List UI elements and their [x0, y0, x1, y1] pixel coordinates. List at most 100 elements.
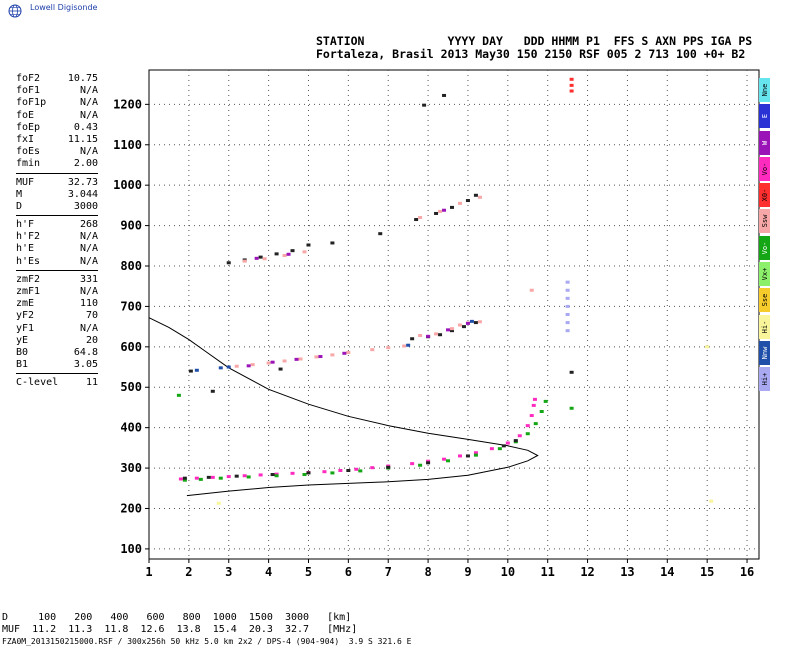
param-value: 20: [85, 334, 98, 346]
param-value: 70: [85, 310, 98, 322]
echo-point: [322, 470, 327, 474]
echo-point: [422, 103, 427, 107]
echo-point: [370, 466, 375, 470]
param-value: 3.05: [73, 359, 98, 371]
echo-point: [473, 193, 478, 197]
echo-point: [442, 208, 447, 212]
param-label: zmF1: [16, 286, 41, 297]
echo-point: [342, 351, 347, 355]
echo-point: [258, 255, 263, 259]
param-separator: [16, 373, 98, 375]
echo-point: [525, 432, 530, 436]
param-row: yE 20: [16, 335, 98, 347]
echo-point: [306, 243, 311, 247]
echo-point: [294, 357, 299, 361]
y-tick-label: 700: [120, 299, 142, 313]
param-label: zmE: [16, 298, 35, 310]
legend-item: X0-: [759, 183, 770, 208]
param-value: N/A: [79, 255, 98, 267]
echo-point: [446, 459, 451, 463]
param-value: 268: [79, 219, 98, 231]
x-tick-label: 7: [385, 565, 392, 579]
param-label: foEs: [16, 146, 41, 158]
echo-point: [434, 211, 439, 215]
param-row: yF2 70: [16, 310, 98, 322]
param-row: zmE 110: [16, 298, 98, 310]
param-label: h'E: [16, 243, 35, 255]
echo-point: [198, 477, 203, 481]
param-row: fmin 2.00: [16, 158, 98, 170]
echo-point: [378, 232, 383, 236]
echo-point: [386, 465, 391, 469]
param-label: foEp: [16, 121, 41, 133]
y-tick-label: 400: [120, 421, 142, 435]
echo-point: [242, 474, 247, 478]
param-row: h'E N/A: [16, 243, 98, 255]
echo-point: [194, 476, 199, 480]
y-tick-label: 900: [120, 219, 142, 233]
echo-point: [318, 355, 323, 359]
param-value: 331: [79, 273, 98, 285]
param-label: yE: [16, 334, 29, 346]
echo-point: [302, 250, 307, 254]
echo-point: [426, 334, 431, 338]
echo-point: [182, 476, 187, 480]
echo-point: [250, 363, 255, 367]
echo-point: [274, 474, 279, 478]
param-row: foF1p N/A: [16, 97, 98, 109]
echo-point: [565, 280, 570, 284]
param-label: fmin: [16, 158, 41, 170]
param-value: 64.8: [73, 346, 98, 358]
echo-point: [406, 343, 411, 347]
y-tick-label: 800: [120, 259, 142, 273]
echo-point: [438, 209, 443, 213]
x-tick-label: 10: [501, 565, 515, 579]
echo-point: [226, 475, 231, 479]
param-value: 10.75: [67, 73, 98, 84]
brand-name: Lowell Digisonde: [30, 3, 98, 12]
param-row: zmF2 331: [16, 274, 98, 286]
param-label: h'F2: [16, 231, 41, 243]
echo-point: [569, 370, 574, 374]
param-value: 2.00: [73, 158, 98, 170]
echo-point: [434, 332, 439, 336]
scaled-parameters-panel: foF2 10.75 foF1 N/A foF1p N/A foE N/A foEp 0.43 fx…: [16, 73, 98, 390]
param-label: foF2: [16, 73, 41, 84]
echo-point: [517, 434, 522, 438]
echo-point: [461, 325, 466, 329]
echo-point: [569, 406, 574, 410]
echo-point: [286, 252, 291, 256]
echo-point: [529, 414, 534, 418]
param-row: foE N/A: [16, 110, 98, 122]
echo-point: [438, 333, 443, 337]
echo-point: [218, 476, 223, 480]
echo-point: [246, 475, 251, 479]
echo-point: [302, 473, 307, 477]
param-row: C-level 11: [16, 377, 98, 389]
param-row: B1 3.05: [16, 359, 98, 371]
legend-label: Hi-: [760, 320, 769, 333]
legend-label: Nnw: [760, 346, 769, 360]
param-row: foEp 0.43: [16, 122, 98, 134]
param-value: 11: [85, 377, 98, 389]
echo-point: [539, 409, 544, 413]
echo-point: [565, 321, 570, 325]
param-value: 3.044: [67, 188, 98, 200]
echo-point: [418, 463, 423, 467]
param-label: foE: [16, 109, 35, 121]
echo-point: [314, 355, 319, 359]
param-label: D: [16, 200, 23, 212]
echo-point: [418, 334, 423, 338]
param-row: M 3.044: [16, 189, 98, 201]
echo-point: [370, 348, 375, 352]
electron-density-profile: [148, 317, 539, 497]
echo-point: [497, 447, 502, 451]
param-row: zmF1 N/A: [16, 286, 98, 298]
echo-point: [274, 252, 279, 256]
echo-point: [410, 462, 415, 466]
param-row: MUF 32.73: [16, 177, 98, 189]
echo-point: [210, 389, 215, 393]
echo-point: [457, 323, 462, 327]
legend-label: Vo-: [760, 162, 769, 176]
param-label: fxI: [16, 133, 35, 145]
